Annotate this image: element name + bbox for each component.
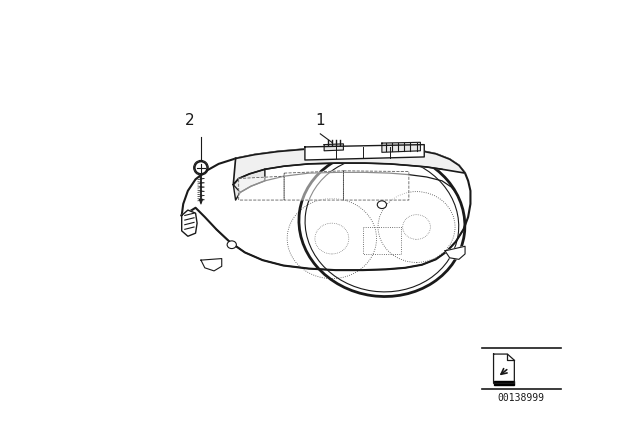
Polygon shape <box>344 171 409 200</box>
Polygon shape <box>493 354 515 383</box>
Ellipse shape <box>227 241 236 249</box>
Polygon shape <box>239 176 284 200</box>
Ellipse shape <box>378 201 387 208</box>
Polygon shape <box>182 147 470 270</box>
Text: 1: 1 <box>316 113 325 128</box>
Polygon shape <box>182 210 197 236</box>
Polygon shape <box>493 381 515 385</box>
Polygon shape <box>234 147 465 185</box>
Text: 2: 2 <box>184 113 194 128</box>
Polygon shape <box>201 258 221 271</box>
Polygon shape <box>284 171 344 200</box>
Ellipse shape <box>299 150 465 297</box>
Polygon shape <box>445 246 465 259</box>
Polygon shape <box>234 169 265 200</box>
Text: 00138999: 00138999 <box>498 392 545 403</box>
Polygon shape <box>324 144 344 151</box>
Polygon shape <box>305 145 424 160</box>
Ellipse shape <box>195 162 207 174</box>
Polygon shape <box>382 142 420 152</box>
